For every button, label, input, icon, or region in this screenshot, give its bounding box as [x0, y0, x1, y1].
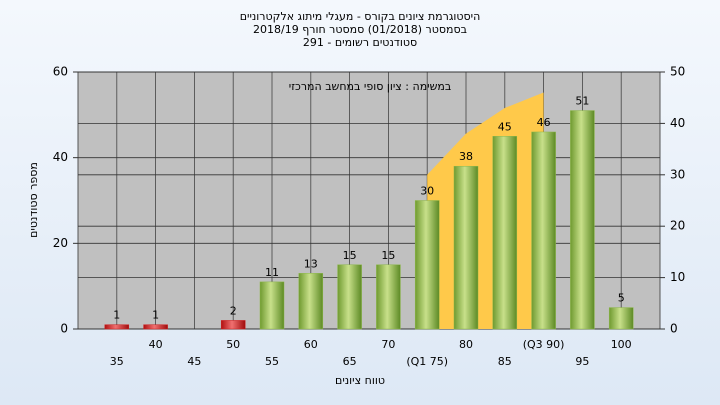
x-tick-label: (Q3 90) [523, 338, 565, 351]
bar [259, 281, 285, 330]
x-tick-label: 60 [304, 338, 318, 351]
value-label: 38 [459, 150, 473, 163]
x-tick-label: 65 [343, 355, 357, 368]
y-tick-label: 0 [60, 322, 68, 336]
y2-tick-label: 40 [670, 116, 685, 130]
value-label: 15 [381, 249, 395, 262]
value-label: 15 [343, 249, 357, 262]
x-tick-label: 85 [498, 355, 512, 368]
value-label: 13 [304, 257, 318, 270]
bar [337, 264, 362, 330]
value-label: 1 [152, 309, 159, 322]
y-tick-label: 60 [53, 65, 68, 79]
chart-subtitle: סטודנטים רשומים - 291 [303, 36, 417, 49]
bar [298, 273, 324, 330]
y2-tick-label: 20 [670, 219, 685, 233]
x-tick-label: 50 [226, 338, 240, 351]
value-label: 2 [230, 304, 237, 317]
bar [608, 307, 634, 330]
x-tick-label: 55 [265, 355, 279, 368]
value-label: 11 [265, 266, 279, 279]
annotation: במשימה : ציון סופי במחשב המרכזי [289, 80, 452, 93]
bar [376, 264, 401, 330]
value-label: 1 [113, 309, 120, 322]
y-axis-label: מספר סטודנטים [27, 162, 40, 238]
bar [453, 165, 479, 330]
x-tick-label: 40 [149, 338, 163, 351]
y2-tick-label: 10 [670, 270, 685, 284]
y2-tick-label: 50 [670, 65, 685, 79]
chart-subtitle: בסמסטר (01/2018) סמסטר חורף 2018/19 [253, 23, 467, 36]
x-tick-label: 95 [575, 355, 589, 368]
chart-title: היסטוגרמת ציונים בקורס - מעגלי מיתוג אלק… [240, 10, 481, 23]
plot-area [77, 71, 661, 330]
bar [492, 136, 518, 330]
x-tick-label: 80 [459, 338, 473, 351]
x-tick-label: 100 [611, 338, 632, 351]
x-axis-label: טווח ציונים [335, 374, 385, 387]
bar [570, 110, 595, 330]
value-label: 51 [575, 95, 589, 108]
y-tick-label: 40 [53, 150, 68, 164]
bar [104, 324, 130, 330]
y-tick-label: 20 [53, 236, 68, 250]
bar [143, 324, 168, 330]
bar [414, 200, 440, 330]
bar [531, 131, 556, 330]
x-tick-label: 45 [187, 355, 201, 368]
x-tick-label: 70 [381, 338, 395, 351]
x-tick-label: 35 [110, 355, 124, 368]
value-label: 45 [498, 120, 512, 133]
value-label: 30 [420, 185, 434, 198]
y2-tick-label: 0 [670, 322, 678, 336]
y2-tick-label: 30 [670, 167, 685, 181]
value-label: 46 [537, 116, 551, 129]
bar [220, 320, 246, 330]
value-label: 5 [618, 292, 625, 305]
x-tick-label: (Q1 75) [406, 355, 448, 368]
